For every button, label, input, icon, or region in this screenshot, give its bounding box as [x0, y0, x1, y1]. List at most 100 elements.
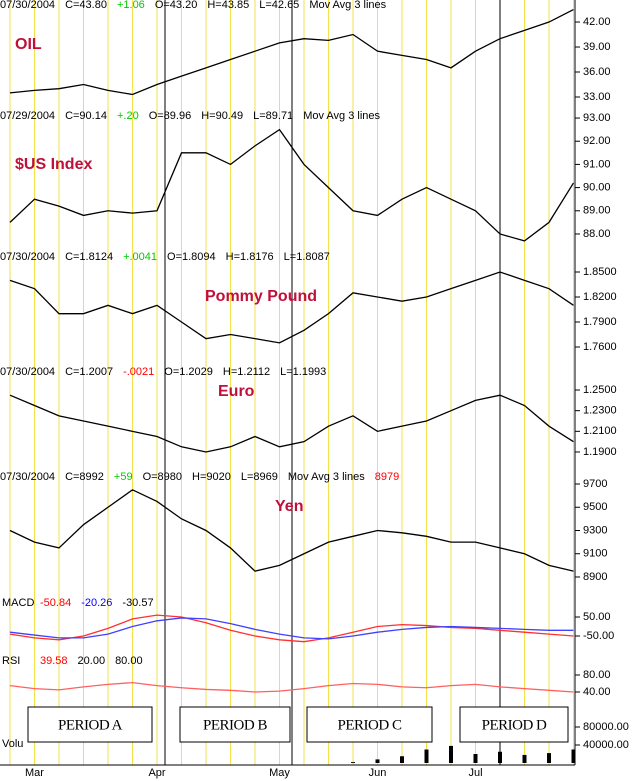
panel-header: 07/30/2004 C=43.80 +1.06 O=43.20 H=43.85 L=42…	[0, 0, 387, 11]
header-item: +.0041	[123, 251, 157, 263]
header-item: H=90.49	[201, 110, 243, 122]
header-item: +1.06	[117, 0, 145, 11]
header-item: L=1.1993	[280, 366, 326, 378]
y-tick-label: 90.00	[583, 182, 611, 194]
y-tick-label: 1.1900	[583, 446, 617, 458]
y-tick-label: 9500	[583, 501, 607, 513]
header-item: C=1.2007	[65, 366, 113, 378]
volume-bar	[424, 749, 429, 763]
price-line	[9, 681, 574, 693]
week-lines	[9, 0, 574, 765]
header-item: 39.58	[40, 655, 68, 667]
y-tick-label: 8900	[583, 571, 607, 583]
panel-header: -50.84 -20.26 -30.57	[40, 597, 154, 609]
header-item: O=8980	[143, 471, 182, 483]
header-item: 80.00	[115, 655, 143, 667]
header-item: 07/30/2004	[0, 471, 55, 483]
y-tick-label: 89.00	[583, 205, 611, 217]
y-tick-label: 1.2300	[583, 405, 617, 417]
header-item: O=1.8094	[167, 251, 216, 263]
y-tick-label: 36.00	[583, 66, 611, 78]
header-item: -30.57	[122, 597, 153, 609]
header-item: +.20	[117, 110, 139, 122]
volume-bar	[473, 754, 478, 763]
y-tick-label: -50.00	[583, 630, 614, 642]
header-item: 07/30/2004	[0, 251, 55, 263]
x-tick-label: Jul	[468, 767, 482, 779]
price-line	[9, 489, 574, 572]
panel-title: Euro	[218, 383, 255, 400]
y-tick-label: 9300	[583, 524, 607, 536]
y-tick-label: 1.7900	[583, 316, 617, 328]
y-tick-label: 80.00	[583, 669, 611, 681]
header-item: C=43.80	[65, 0, 107, 11]
y-tick-label: 39.00	[583, 41, 611, 53]
panel-header: 07/30/2004 C=1.2007 -.0021 O=1.2029 H=1.2112…	[0, 366, 326, 378]
y-tick-label: 40.00	[583, 686, 611, 698]
y-tick-label: 9700	[583, 478, 607, 490]
header-item: O=43.20	[155, 0, 198, 11]
panel-title: $US Index	[15, 156, 92, 173]
y-tick-label: 1.8200	[583, 291, 617, 303]
indicator-label: Volu	[2, 738, 23, 750]
y-tick-label: 91.00	[583, 158, 611, 170]
price-line	[9, 394, 574, 453]
period-label: PERIOD D	[482, 717, 547, 733]
y-tick-label: 33.00	[583, 91, 611, 103]
price-line	[9, 617, 574, 640]
header-item: H=9020	[192, 471, 231, 483]
period-label: PERIOD C	[338, 717, 402, 733]
x-tick-label: Mar	[25, 767, 44, 779]
header-item: 07/30/2004	[0, 366, 55, 378]
header-item: -.0021	[123, 366, 154, 378]
x-tick-label: May	[269, 767, 290, 779]
y-tick-label: 9100	[583, 548, 607, 560]
period-box	[27, 706, 153, 743]
y-tick-label: 93.00	[583, 112, 611, 124]
header-item: 07/30/2004	[0, 0, 55, 11]
header-item: Mov Avg 3 lines	[309, 0, 386, 11]
y-tick-label: 88.00	[583, 228, 611, 240]
volume-bar	[547, 753, 551, 763]
volume-bar	[571, 749, 576, 763]
header-item: O=1.2029	[164, 366, 213, 378]
header-item: -50.84	[40, 597, 71, 609]
panel-header: 07/30/2004 C=1.8124 +.0041 O=1.8094 H=1.8176…	[0, 251, 330, 263]
header-item: L=42.65	[259, 0, 299, 11]
y-tick-label: 1.8500	[583, 266, 617, 278]
period-box	[459, 706, 569, 743]
header-item: C=90.14	[65, 110, 107, 122]
header-item: 20.00	[78, 655, 106, 667]
header-item: O=89.96	[149, 110, 192, 122]
y-tick-label: 92.00	[583, 135, 611, 147]
header-item: -20.26	[81, 597, 112, 609]
indicator-label: RSI	[2, 655, 20, 667]
volume-bar	[375, 759, 380, 763]
y-tick-label: 1.7600	[583, 341, 617, 353]
volume-bar	[498, 751, 502, 763]
y-tick-label: 50.00	[583, 611, 611, 623]
volume-bar	[400, 756, 404, 763]
price-line	[9, 8, 574, 96]
header-item: +59	[114, 471, 133, 483]
period-boxes: PERIOD A PERIOD B PERIOD C PERIOD D	[27, 706, 569, 743]
header-item: H=1.8176	[226, 251, 274, 263]
indicator-label: MACD	[2, 597, 34, 609]
price-line	[9, 614, 574, 643]
header-item: 07/29/2004	[0, 110, 55, 122]
volume-bar	[522, 754, 527, 763]
header-item: Mov Avg 3 lines	[288, 471, 365, 483]
header-item: 8979	[375, 471, 399, 483]
volume-bar	[351, 762, 355, 763]
panel-header: 07/29/2004 C=90.14 +.20 O=89.96 H=90.49 L=89.…	[0, 110, 381, 122]
price-line	[9, 128, 575, 242]
y-tick-label: 80000.00	[583, 721, 629, 733]
panel-title: Yen	[275, 498, 303, 515]
header-item: Mov Avg 3 lines	[303, 110, 380, 122]
panel-title: OIL	[15, 36, 42, 53]
period-box	[306, 706, 433, 743]
y-tick-label: 42.00	[583, 16, 611, 28]
header-item: L=8969	[241, 471, 278, 483]
x-tick-label: Apr	[148, 767, 165, 779]
